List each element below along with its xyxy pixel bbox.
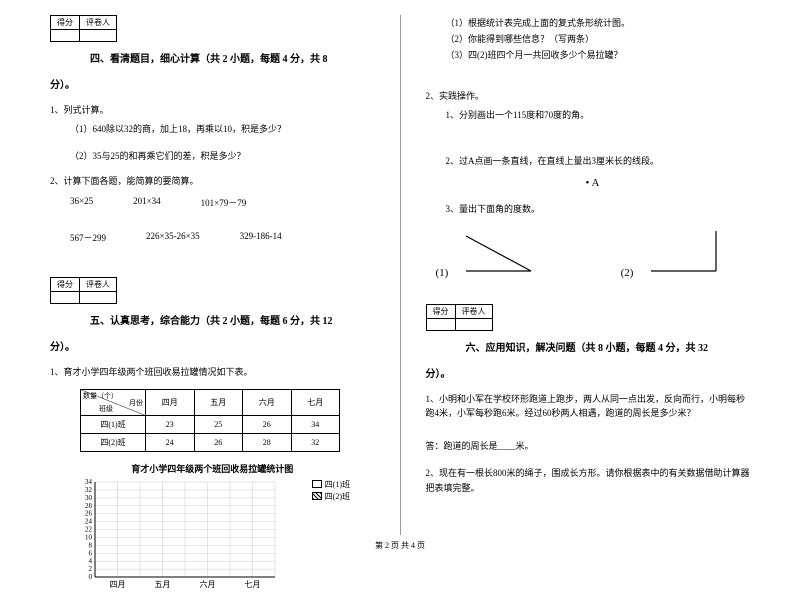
q2r-title: 2、实践操作。 bbox=[426, 89, 751, 103]
calc-1b: 201×34 bbox=[133, 196, 161, 209]
svg-text:32: 32 bbox=[85, 485, 93, 493]
class-1: 四(1)班 bbox=[81, 415, 146, 433]
section-4-end: 分）。 bbox=[50, 76, 375, 91]
score-box-6: 得分 评卷人 bbox=[426, 304, 751, 331]
q6-1-ans: 答：跑道的周长是____米。 bbox=[426, 439, 751, 452]
d03: 34 bbox=[291, 415, 340, 433]
d13: 32 bbox=[291, 433, 340, 451]
score-box-5: 得分 评卷人 bbox=[50, 277, 375, 304]
grader-label-5: 评卷人 bbox=[80, 278, 117, 292]
d10: 24 bbox=[146, 433, 195, 451]
svg-text:34: 34 bbox=[85, 478, 93, 486]
chart-title: 育才小学四年级两个班回收易拉罐统计图 bbox=[50, 462, 375, 475]
score-box-4: 得分 评卷人 bbox=[50, 15, 375, 42]
section-5-title: 五、认真思考，综合能力（共 2 小题，每题 6 分，共 12 bbox=[90, 312, 375, 327]
month-1: 四月 bbox=[146, 389, 195, 415]
r-top-2: （2）你能得到哪些信息？（写两条） bbox=[446, 31, 751, 47]
svg-text:0: 0 bbox=[89, 573, 93, 581]
svg-text:四月: 四月 bbox=[110, 580, 126, 589]
angle-1-svg bbox=[451, 226, 541, 276]
d01: 25 bbox=[194, 415, 243, 433]
section-6-end: 分）。 bbox=[426, 365, 751, 380]
svg-text:六月: 六月 bbox=[200, 579, 216, 589]
svg-text:28: 28 bbox=[85, 501, 93, 509]
q4-2: 2、计算下面各题，能简算的要简算。 bbox=[50, 174, 375, 188]
section-4-title: 四、看清题目，细心计算（共 2 小题，每题 4 分，共 8 bbox=[90, 50, 375, 65]
q6-1: 1、小明和小军在学校环形跑道上跑步，两人从同一点出发，反向而行，小明每秒跑4米，… bbox=[426, 392, 751, 421]
svg-text:26: 26 bbox=[85, 509, 93, 517]
calc-1a: 36×25 bbox=[70, 196, 93, 209]
calc-row-1: 36×25 201×34 101×79－79 bbox=[70, 196, 375, 209]
calc-1c: 101×79－79 bbox=[201, 196, 247, 209]
score-label-6: 得分 bbox=[426, 304, 455, 318]
point-a: • A bbox=[586, 177, 751, 189]
grader-label-6: 评卷人 bbox=[455, 304, 492, 318]
svg-text:30: 30 bbox=[85, 493, 93, 501]
chart-svg: 343230282624221086420 四月 五月 六月 七月 bbox=[75, 477, 305, 592]
d02: 26 bbox=[243, 415, 292, 433]
q2r-s1: 1、分别画出一个115度和70度的角。 bbox=[446, 107, 751, 123]
angle-2-svg bbox=[636, 226, 726, 276]
svg-text:6: 6 bbox=[89, 549, 93, 557]
angle-2-label: (2) bbox=[621, 267, 634, 279]
grader-label: 评卷人 bbox=[80, 16, 117, 30]
section-6-title: 六、应用知识，解决问题（共 8 小题，每题 4 分，共 32 bbox=[466, 339, 751, 354]
month-3: 六月 bbox=[243, 389, 292, 415]
diag-header: 数量（个） 班级 月份 bbox=[81, 389, 146, 415]
d12: 28 bbox=[243, 433, 292, 451]
calc-2b: 226×35-26×35 bbox=[146, 231, 200, 244]
svg-text:8: 8 bbox=[89, 541, 93, 549]
month-2: 五月 bbox=[194, 389, 243, 415]
svg-text:五月: 五月 bbox=[155, 580, 171, 589]
calc-2a: 567－299 bbox=[70, 231, 106, 244]
legend-box-2 bbox=[312, 492, 322, 500]
data-table: 数量（个） 班级 月份 四月 五月 六月 七月 四(1)班 23 25 26 3… bbox=[80, 389, 340, 452]
q4-1-2: （2）35与25的和再乘它们的差，积是多少？ bbox=[70, 148, 375, 164]
svg-text:10: 10 bbox=[85, 533, 93, 541]
svg-text:22: 22 bbox=[85, 525, 93, 533]
q2r-s3: 3、量出下面角的度数。 bbox=[446, 201, 751, 217]
legend-1: 四(1)班 bbox=[325, 479, 350, 490]
angle-row: (1) (2) bbox=[436, 226, 751, 279]
column-divider bbox=[400, 15, 401, 535]
svg-text:24: 24 bbox=[85, 517, 93, 525]
svg-text:七月: 七月 bbox=[245, 580, 261, 589]
score-label-5: 得分 bbox=[51, 278, 80, 292]
r-top-1: （1）根据统计表完成上面的复式条形统计图。 bbox=[446, 15, 751, 31]
q4-1: 1、列式计算。 bbox=[50, 103, 375, 117]
calc-2c: 329-186-14 bbox=[240, 231, 282, 244]
legend-2: 四(2)班 bbox=[325, 491, 350, 502]
q5-1: 1、育才小学四年级两个班回收易拉罐情况如下表。 bbox=[50, 365, 375, 379]
q6-2: 2、现在有一根长800米的绳子，围成长方形。请你根据表中的有关数据借助计算器把表… bbox=[426, 466, 751, 495]
bar-chart: 四(1)班 四(2)班 343230282624221086420 四月五月六月… bbox=[75, 477, 345, 594]
score-label: 得分 bbox=[51, 16, 80, 30]
section-5-end: 分）。 bbox=[50, 338, 375, 353]
legend-box-1 bbox=[312, 480, 322, 488]
angle-1-label: (1) bbox=[436, 267, 449, 279]
svg-text:2: 2 bbox=[89, 565, 93, 573]
d00: 23 bbox=[146, 415, 195, 433]
d11: 26 bbox=[194, 433, 243, 451]
q2r-s2: 2、过A点画一条直线，在直线上量出3厘米长的线段。 bbox=[446, 153, 751, 169]
calc-row-2: 567－299 226×35-26×35 329-186-14 bbox=[70, 231, 375, 244]
month-4: 七月 bbox=[291, 389, 340, 415]
chart-legend: 四(1)班 四(2)班 bbox=[312, 479, 350, 503]
q4-1-1: （1）640除以32的商，加上18，再乘以10，积是多少？ bbox=[70, 121, 375, 137]
r-top-3: （3）四(2)班四个月一共回收多少个易拉罐？ bbox=[446, 47, 751, 63]
class-2: 四(2)班 bbox=[81, 433, 146, 451]
svg-text:4: 4 bbox=[89, 557, 93, 565]
